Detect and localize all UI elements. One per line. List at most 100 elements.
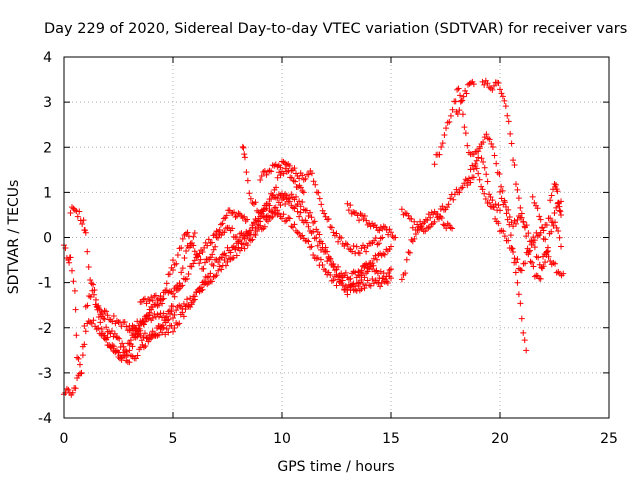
data-point: [415, 223, 422, 230]
data-point: [266, 202, 273, 209]
data-point: [188, 263, 195, 270]
data-point: [367, 282, 374, 289]
data-point: [80, 217, 87, 224]
data-point: [460, 93, 467, 100]
data-point: [212, 243, 219, 250]
data-point: [129, 343, 136, 350]
data-point: [142, 343, 149, 350]
data-point: [143, 300, 150, 307]
data-point: [470, 166, 477, 173]
data-point: [530, 263, 537, 270]
data-point: [486, 199, 493, 206]
data-point: [212, 273, 219, 280]
data-point: [204, 242, 211, 249]
data-point: [90, 281, 97, 288]
data-point: [449, 225, 456, 232]
data-point: [405, 249, 412, 256]
data-point: [498, 195, 505, 202]
data-point: [350, 287, 357, 294]
data-point: [514, 279, 521, 286]
data-point: [455, 85, 462, 92]
data-point: [252, 225, 259, 232]
data-point: [97, 319, 104, 326]
data-point: [135, 322, 142, 329]
data-point: [232, 245, 239, 252]
data-point: [543, 248, 550, 255]
data-point: [213, 234, 220, 241]
data-point: [493, 160, 500, 167]
data-point: [123, 323, 130, 330]
data-point: [239, 214, 246, 221]
data-point: [269, 192, 276, 199]
data-point: [190, 233, 197, 240]
data-point: [324, 258, 331, 265]
data-point: [411, 218, 418, 225]
data-point: [137, 332, 144, 339]
series-track-5: [126, 204, 394, 344]
data-point: [126, 359, 133, 366]
data-point: [224, 258, 231, 265]
y-tick-label: -4: [38, 411, 52, 427]
data-point: [377, 283, 384, 290]
data-point: [557, 208, 564, 215]
data-point: [481, 81, 488, 88]
grid-lines: [64, 57, 609, 418]
data-point: [473, 157, 480, 164]
data-point: [385, 270, 392, 277]
data-point: [512, 269, 519, 276]
data-point: [178, 244, 185, 251]
data-point: [314, 242, 321, 249]
data-point: [241, 151, 248, 158]
data-point: [355, 280, 362, 287]
data-point: [503, 210, 510, 217]
data-point: [241, 213, 248, 220]
data-point: [132, 327, 139, 334]
data-point: [179, 282, 186, 289]
data-point: [518, 315, 525, 322]
data-point: [313, 234, 320, 241]
data-point: [310, 228, 317, 235]
data-point: [459, 111, 466, 118]
data-point: [68, 204, 75, 211]
data-point: [168, 308, 175, 315]
series-track-6: [137, 190, 373, 307]
data-point: [440, 221, 447, 228]
data-point: [252, 199, 259, 206]
data-point: [171, 293, 178, 300]
data-point: [282, 218, 289, 225]
series-track-16: [479, 77, 551, 282]
data-point: [461, 180, 468, 187]
data-point: [160, 310, 167, 317]
data-point: [383, 226, 390, 233]
data-point: [163, 313, 170, 320]
data-point: [556, 234, 563, 241]
data-point: [333, 266, 340, 273]
x-tick-label: 25: [600, 431, 618, 447]
data-point: [221, 256, 228, 263]
data-point: [241, 245, 248, 252]
data-point: [276, 169, 283, 176]
data-point: [369, 275, 376, 282]
data-point: [199, 248, 206, 255]
data-point: [76, 361, 83, 368]
data-point: [294, 208, 301, 215]
data-point: [327, 255, 334, 262]
data-point: [79, 343, 86, 350]
data-point: [530, 234, 537, 241]
data-point: [113, 348, 120, 355]
data-point: [498, 183, 505, 190]
data-point: [349, 248, 356, 255]
data-point: [238, 230, 245, 237]
data-point: [515, 291, 522, 298]
data-point: [469, 162, 476, 169]
y-tick-label: 0: [43, 231, 52, 247]
data-point: [277, 164, 284, 171]
data-point: [66, 259, 73, 266]
data-point: [292, 178, 299, 185]
data-point: [338, 274, 345, 281]
data-point: [381, 251, 388, 258]
data-point: [242, 217, 249, 224]
data-point: [308, 214, 315, 221]
data-point: [194, 252, 201, 259]
